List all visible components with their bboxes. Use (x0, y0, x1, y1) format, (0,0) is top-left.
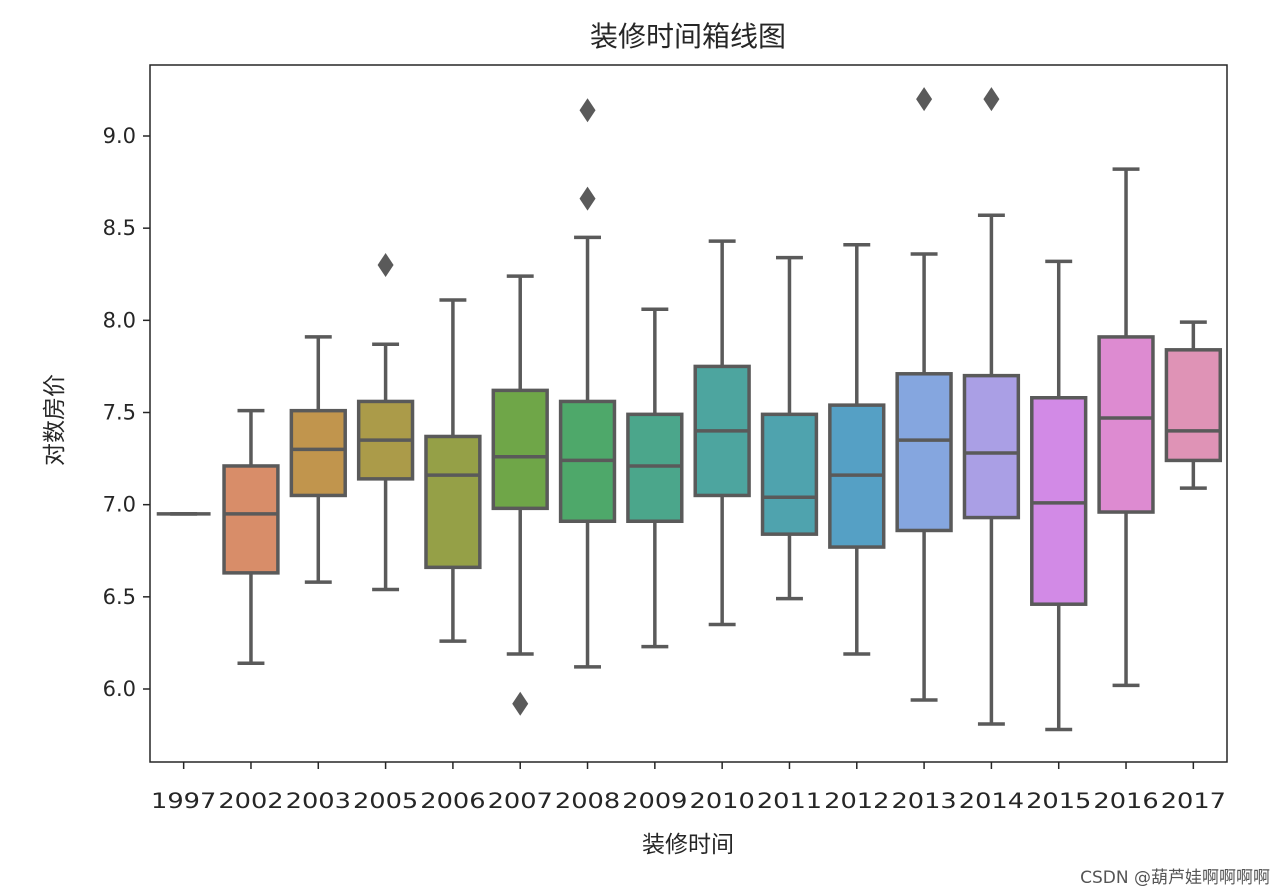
box-2016 (1097, 167, 1155, 688)
box-2010 (693, 239, 751, 627)
x-tick-label: 2009 (622, 789, 687, 813)
outlier-point (579, 98, 596, 123)
box-2009 (626, 307, 684, 649)
x-tick-label: 2003 (286, 789, 351, 813)
box-iqr (222, 464, 280, 575)
x-tick-label: 2016 (1093, 789, 1158, 813)
box-2005 (356, 253, 415, 592)
outlier-point (916, 87, 933, 112)
outlier-point (377, 253, 394, 278)
y-axis: 6.0 6.5 7.0 7.5 8.0 8.5 9.0 (103, 124, 150, 701)
x-tick-label: 2010 (690, 789, 755, 813)
y-tick-label: 9.0 (103, 124, 136, 148)
x-tick-label: 2013 (891, 789, 956, 813)
box-iqr (289, 408, 347, 498)
outlier-point (512, 691, 529, 716)
box-2015 (1030, 259, 1088, 732)
x-tick-label: 2011 (757, 789, 822, 813)
y-tick-label: 7.5 (103, 401, 136, 425)
x-tick-label: 2002 (218, 789, 283, 813)
watermark: CSDN @葫芦娃啊啊啊啊 (1080, 868, 1270, 888)
box-iqr (491, 388, 549, 511)
x-axis: 1997 2002 2003 2005 2006 2007 2008 2009 2010 2011… (151, 762, 1226, 813)
y-tick-label: 8.5 (103, 216, 136, 240)
x-tick-label: 2005 (353, 789, 418, 813)
box-iqr (760, 412, 819, 536)
x-tick-label: 2015 (1026, 789, 1091, 813)
box-2003 (289, 335, 347, 584)
y-axis-label: 对数房价 (42, 374, 68, 466)
box-2017 (1164, 320, 1223, 490)
chart-title: 装修时间箱线图 (590, 20, 786, 53)
box-2007 (491, 274, 549, 716)
box-2013 (895, 87, 953, 702)
x-axis-label: 装修时间 (642, 832, 734, 858)
plot-area (156, 87, 1223, 732)
plot-frame (149, 64, 1228, 763)
box-2008 (558, 98, 617, 669)
y-tick-label: 8.0 (103, 308, 136, 332)
box-iqr (424, 434, 482, 570)
y-tick-label: 6.5 (103, 585, 136, 609)
x-tick-label: 2007 (488, 789, 553, 813)
x-tick-label: 2012 (824, 789, 889, 813)
box-iqr (626, 412, 684, 524)
box-iqr (1097, 335, 1155, 514)
box-2006 (424, 298, 482, 643)
box-2002 (222, 408, 280, 665)
y-tick-label: 6.0 (103, 677, 136, 701)
box-iqr (962, 373, 1021, 520)
x-tick-label: 2008 (555, 789, 620, 813)
x-tick-label: 2017 (1161, 789, 1226, 813)
outlier-point (983, 87, 1000, 112)
box-iqr (1030, 396, 1088, 606)
box-iqr (895, 372, 953, 533)
box-2014 (962, 87, 1021, 726)
box-2012 (828, 243, 886, 656)
x-tick-label: 1997 (151, 789, 216, 813)
outlier-point (579, 186, 596, 211)
x-tick-label: 2014 (959, 789, 1024, 813)
x-tick-label: 2006 (420, 789, 485, 813)
box-iqr (1164, 348, 1223, 463)
y-tick-label: 7.0 (103, 493, 136, 517)
box-2011 (760, 255, 819, 601)
